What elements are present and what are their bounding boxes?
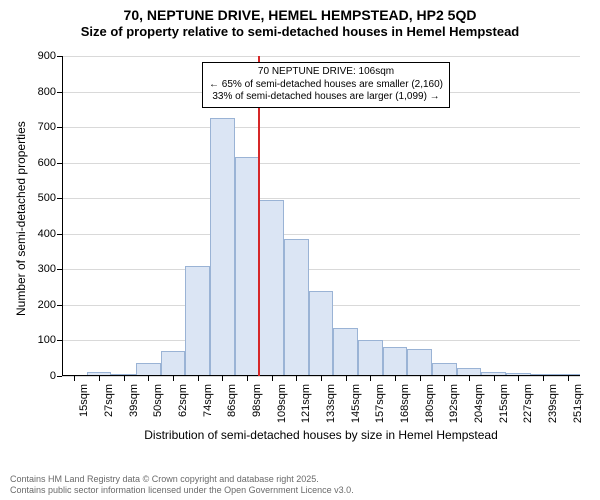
histogram-bar — [358, 340, 383, 376]
x-tick-label: 192sqm — [448, 384, 460, 423]
y-tick-label: 500 — [26, 192, 56, 204]
x-tick-label: 39sqm — [128, 384, 140, 417]
gridline-h — [62, 56, 580, 57]
plot-area: 010020030040050060070080090015sqm27sqm39… — [62, 56, 580, 376]
histogram-bar — [309, 291, 334, 376]
y-tick-label: 100 — [26, 334, 56, 346]
y-tick-label: 800 — [26, 86, 56, 98]
footer-line1: Contains HM Land Registry data © Crown c… — [10, 474, 354, 485]
x-axis-title: Distribution of semi-detached houses by … — [62, 428, 580, 442]
x-tick-mark — [444, 376, 445, 381]
x-tick-label: 180sqm — [424, 384, 436, 423]
x-tick-mark — [124, 376, 125, 381]
x-tick-mark — [296, 376, 297, 381]
x-tick-mark — [469, 376, 470, 381]
footer-attribution: Contains HM Land Registry data © Crown c… — [10, 474, 354, 497]
x-tick-label: 168sqm — [399, 384, 411, 423]
gridline-h — [62, 127, 580, 128]
x-tick-mark — [99, 376, 100, 381]
histogram-bar — [259, 200, 284, 376]
footer-line2: Contains public sector information licen… — [10, 485, 354, 496]
x-tick-label: 239sqm — [547, 384, 559, 423]
x-tick-label: 109sqm — [276, 384, 288, 423]
x-tick-mark — [222, 376, 223, 381]
x-tick-mark — [198, 376, 199, 381]
x-tick-label: 74sqm — [202, 384, 214, 417]
x-tick-label: 215sqm — [498, 384, 510, 423]
x-tick-label: 133sqm — [325, 384, 337, 423]
y-axis-line — [62, 56, 63, 376]
gridline-h — [62, 269, 580, 270]
histogram-bar — [185, 266, 210, 376]
histogram-bar — [210, 118, 235, 376]
histogram-bar — [407, 349, 432, 376]
x-tick-label: 121sqm — [300, 384, 312, 423]
x-tick-label: 50sqm — [152, 384, 164, 417]
x-tick-label: 27sqm — [103, 384, 115, 417]
annotation-line: ← 65% of semi-detached houses are smalle… — [209, 79, 443, 92]
title-line2: Size of property relative to semi-detach… — [0, 24, 600, 41]
annotation-line: 70 NEPTUNE DRIVE: 106sqm — [209, 66, 443, 79]
gridline-h — [62, 234, 580, 235]
x-tick-label: 251sqm — [572, 384, 584, 423]
x-tick-mark — [395, 376, 396, 381]
histogram-bar — [161, 351, 186, 376]
x-tick-mark — [346, 376, 347, 381]
x-tick-label: 227sqm — [522, 384, 534, 423]
annotation-line: 33% of semi-detached houses are larger (… — [209, 91, 443, 104]
x-tick-label: 62sqm — [177, 384, 189, 417]
x-tick-mark — [321, 376, 322, 381]
x-tick-mark — [568, 376, 569, 381]
histogram-bar — [432, 363, 457, 377]
x-tick-label: 86sqm — [226, 384, 238, 417]
histogram-bar — [383, 347, 408, 376]
histogram-bar — [136, 363, 161, 377]
title-line1: 70, NEPTUNE DRIVE, HEMEL HEMPSTEAD, HP2 … — [0, 6, 600, 24]
x-tick-mark — [173, 376, 174, 381]
chart-title: 70, NEPTUNE DRIVE, HEMEL HEMPSTEAD, HP2 … — [0, 0, 600, 41]
x-tick-label: 204sqm — [473, 384, 485, 423]
x-tick-mark — [272, 376, 273, 381]
x-tick-mark — [370, 376, 371, 381]
x-tick-mark — [247, 376, 248, 381]
x-tick-label: 98sqm — [251, 384, 263, 417]
x-tick-mark — [74, 376, 75, 381]
root: 70, NEPTUNE DRIVE, HEMEL HEMPSTEAD, HP2 … — [0, 0, 600, 500]
x-tick-mark — [420, 376, 421, 381]
y-tick-label: 300 — [26, 263, 56, 275]
histogram-bar — [284, 239, 309, 376]
y-tick-label: 200 — [26, 299, 56, 311]
gridline-h — [62, 198, 580, 199]
y-tick-label: 700 — [26, 121, 56, 133]
y-tick-label: 600 — [26, 157, 56, 169]
y-tick-mark — [57, 376, 62, 377]
x-tick-label: 15sqm — [78, 384, 90, 417]
chart-area: 0 100 200 300 400 500 600 700 800 900 15sqm 27sqm 39… — [0, 48, 600, 443]
y-tick-label: 900 — [26, 50, 56, 62]
y-tick-label: 0 — [26, 370, 56, 382]
x-tick-mark — [543, 376, 544, 381]
x-tick-label: 157sqm — [374, 384, 386, 423]
y-axis-title: Number of semi-detached properties — [14, 121, 28, 316]
annotation-box: 70 NEPTUNE DRIVE: 106sqm← 65% of semi-de… — [202, 62, 450, 108]
x-tick-mark — [148, 376, 149, 381]
histogram-bar — [333, 328, 358, 376]
x-tick-label: 145sqm — [350, 384, 362, 423]
x-tick-mark — [518, 376, 519, 381]
gridline-h — [62, 163, 580, 164]
y-tick-label: 400 — [26, 228, 56, 240]
histogram-bar — [235, 157, 260, 376]
x-tick-mark — [494, 376, 495, 381]
